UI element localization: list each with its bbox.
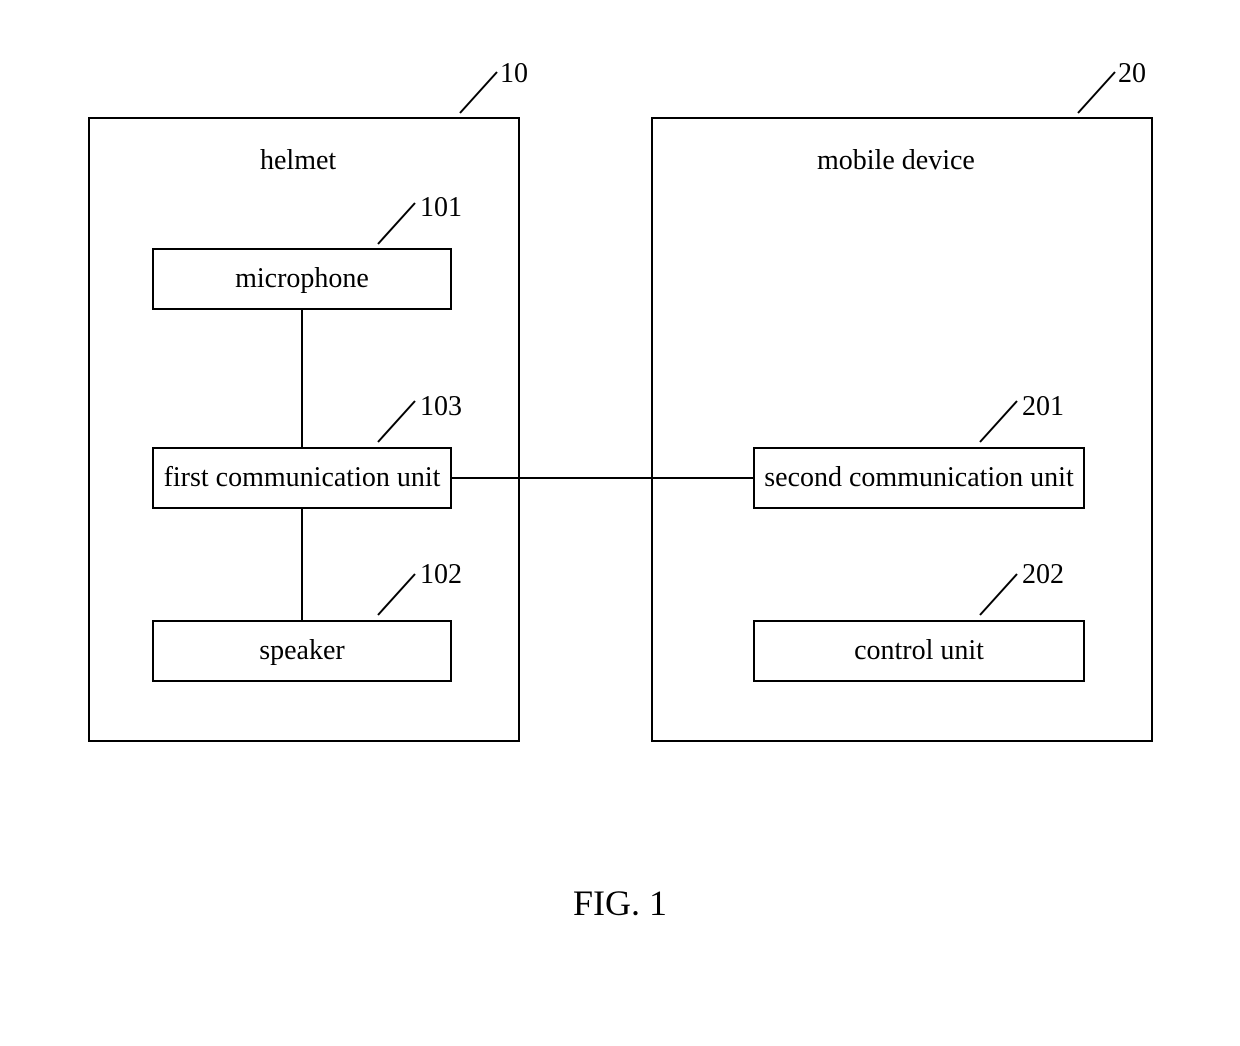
mobile-title: mobile device [817,145,975,177]
mobile-ref: 20 [1118,58,1146,90]
first-comm-box: first communication unit [152,447,452,509]
second-comm-ref: 201 [1022,391,1064,423]
first-comm-ref: 103 [420,391,462,423]
conn-fc-sc [452,477,753,479]
speaker-box: speaker [152,620,452,682]
conn-mic-fc [301,310,303,447]
speaker-leader [376,572,417,617]
helmet-title: helmet [260,145,336,177]
microphone-box: microphone [152,248,452,310]
speaker-ref: 102 [420,559,462,591]
microphone-leader [376,201,417,246]
microphone-label: microphone [235,263,369,295]
first-comm-leader [376,399,417,444]
figure-caption: FIG. 1 [573,882,667,924]
control-unit-ref: 202 [1022,559,1064,591]
microphone-ref: 101 [420,192,462,224]
second-comm-label: second communication unit [764,462,1074,494]
second-comm-leader [978,399,1019,444]
control-unit-leader [978,572,1019,617]
speaker-label: speaker [259,635,345,667]
conn-fc-sp [301,509,303,620]
helmet-leader [458,70,499,115]
control-unit-label: control unit [854,635,984,667]
first-comm-label: first communication unit [164,462,441,494]
second-comm-box: second communication unit [753,447,1085,509]
helmet-ref: 10 [500,58,528,90]
control-unit-box: control unit [753,620,1085,682]
mobile-leader [1076,70,1117,115]
